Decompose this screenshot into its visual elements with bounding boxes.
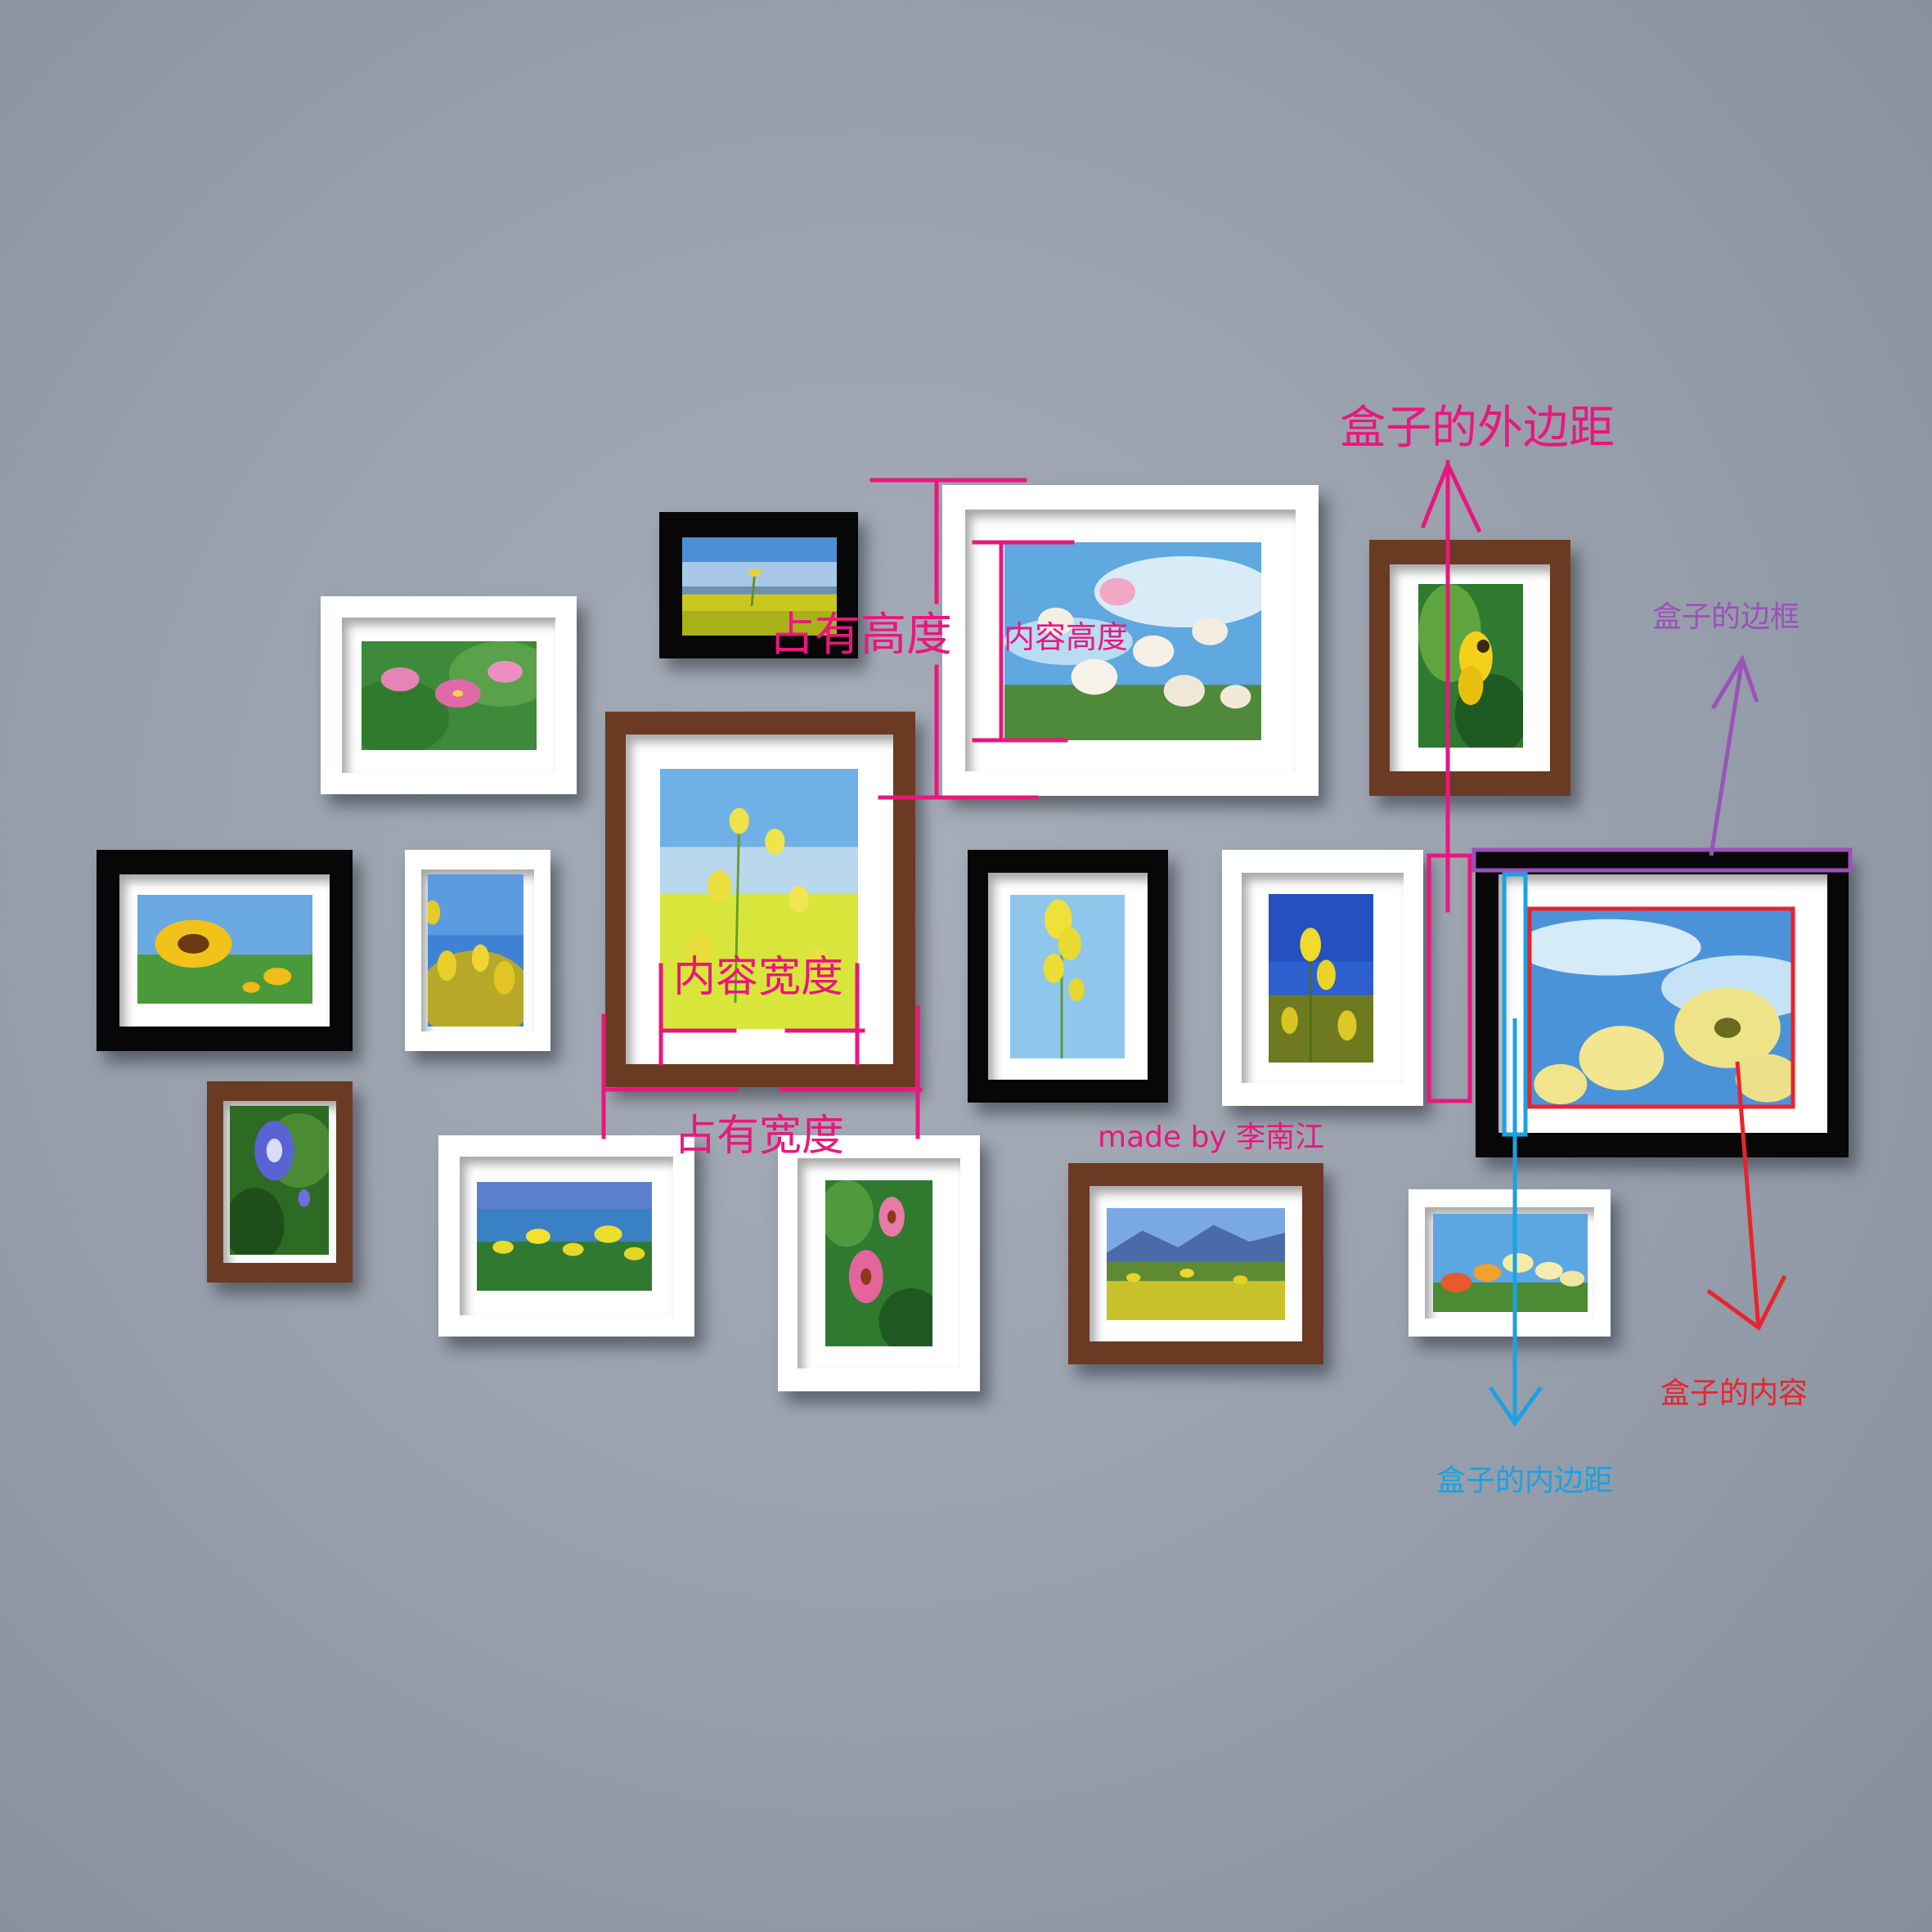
photo-frame-canola-stem [968,850,1168,1103]
occupied-width-bracket [601,1005,923,1139]
canola-bluesky-photo [1269,894,1373,1063]
photo-frame-lily [321,596,577,794]
content-height-bracket [972,540,1075,743]
photo-frame-bellflower [207,1081,353,1283]
label-occupied-height: 占有高度 [769,609,952,662]
canola-large-photo [660,769,858,1029]
border-marker [1471,654,1853,873]
colorful-daisies-photo [1433,1214,1588,1312]
photo-frame-canola-field [659,512,858,658]
occupied-height-bracket [869,478,1039,800]
photo-frame-mountain-field [1068,1163,1323,1364]
chrysanthemum-photo [1529,907,1794,1108]
label-credit: made by 李南江 [1098,1121,1324,1154]
photo-frame-bee [1369,540,1570,796]
label-margin: 盒子的外边距 [1340,402,1615,455]
bellflower-photo [230,1106,329,1255]
bee-photo [1418,584,1523,748]
label-content-width: 内容宽度 [673,953,843,1002]
photo-frame-river-flowers [438,1135,694,1337]
coneflower-photo [825,1180,932,1346]
mountain-field-photo [1107,1208,1285,1320]
content-width-bracket [658,963,865,1066]
canola-field-photo [682,537,837,636]
photo-frame-daisies-sky [942,485,1319,796]
daisies-sky-photo [1004,542,1261,740]
photo-frame-sunflower [97,850,353,1051]
padding-marker [1488,872,1543,1427]
label-content: 盒子的内容 [1660,1377,1808,1410]
canola-stem-photo [1010,895,1125,1058]
label-padding: 盒子的内边距 [1436,1464,1613,1498]
photo-frame-yellow-blossoms [405,850,550,1051]
label-border: 盒子的边框 [1652,600,1799,634]
lily-photo [362,641,537,750]
river-flowers-photo [477,1182,652,1291]
yellow-blossoms-photo [428,874,523,1027]
content-marker [1527,906,1795,1331]
photo-frame-canola-bluesky [1222,850,1423,1106]
sunflower-photo [137,895,312,1004]
photo-frame-colorful-daisies [1409,1189,1611,1337]
margin-marker [1420,459,1482,1103]
photo-frame-coneflower [778,1135,980,1391]
photo-frame-canola-large [605,712,915,1087]
label-content-height: 内容高度 [1004,619,1128,655]
label-occupied-width: 占有宽度 [674,1112,844,1161]
